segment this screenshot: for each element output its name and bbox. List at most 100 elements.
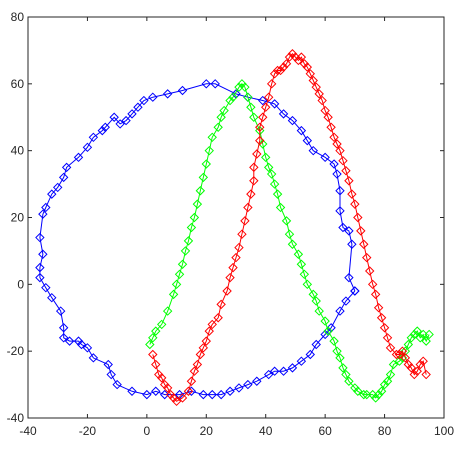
data-point [332, 139, 342, 149]
data-point [278, 366, 289, 376]
data-point [344, 226, 354, 236]
data-point [278, 109, 289, 119]
data-point [391, 349, 402, 360]
data-point [148, 92, 158, 102]
data-point [53, 182, 63, 193]
series-3 [148, 49, 431, 406]
data-point [320, 105, 330, 116]
data-point [162, 89, 173, 99]
data-point [228, 262, 238, 273]
data-point [308, 289, 318, 300]
data-point [344, 272, 354, 283]
data-point [403, 339, 414, 350]
data-point [296, 356, 307, 366]
axis-ticks [27, 16, 445, 419]
data-point [269, 99, 280, 109]
data-point [362, 252, 372, 263]
series-line [149, 83, 430, 399]
data-point [171, 279, 182, 290]
data-point [157, 319, 167, 330]
data-point [103, 359, 113, 370]
data-point [347, 189, 357, 199]
x-tick-label: 20 [200, 424, 214, 438]
data-point [296, 259, 307, 269]
data-point [302, 135, 313, 146]
data-point [192, 199, 203, 209]
y-tick-label: 80 [11, 10, 25, 24]
data-point [177, 85, 188, 96]
data-point [246, 102, 256, 112]
data-point [269, 366, 280, 376]
data-point [88, 353, 99, 363]
data-point [225, 272, 235, 283]
x-tick-label: 80 [378, 424, 392, 438]
data-point [367, 279, 378, 290]
data-point [293, 249, 304, 259]
data-point [204, 145, 214, 156]
data-point [421, 336, 431, 346]
data-point [341, 369, 351, 380]
data-point [379, 379, 390, 390]
data-point [320, 329, 330, 340]
data-point [216, 112, 226, 122]
data-point [192, 359, 203, 370]
data-point [412, 326, 422, 336]
data-point [174, 269, 185, 280]
data-point [320, 316, 330, 326]
data-point [195, 349, 206, 360]
data-point [388, 359, 399, 370]
data-point [201, 336, 211, 346]
data-point [341, 166, 351, 176]
data-point [61, 162, 72, 173]
data-point [168, 289, 179, 300]
data-point [261, 102, 271, 112]
y-tick-label: 40 [11, 144, 25, 158]
data-point [323, 112, 333, 122]
data-point [106, 369, 116, 380]
data-point [385, 343, 396, 353]
data-point [394, 356, 405, 366]
data-point [204, 326, 214, 336]
data-point [225, 386, 235, 396]
data-point [198, 343, 209, 353]
data-point [151, 326, 161, 336]
data-point [189, 212, 200, 223]
data-point [249, 162, 259, 173]
data-point [222, 286, 232, 296]
data-point [216, 389, 226, 400]
data-point [207, 389, 217, 400]
data-point [332, 346, 342, 356]
data-point [151, 359, 161, 370]
data-point [183, 386, 194, 396]
data-point [409, 329, 419, 340]
data-point [338, 363, 348, 373]
data-point [344, 176, 354, 186]
data-point [299, 269, 310, 280]
data-point [353, 212, 363, 223]
data-point [139, 95, 149, 106]
data-point [365, 266, 375, 276]
data-point [243, 379, 253, 390]
x-tick-label: -20 [79, 424, 97, 438]
data-point [55, 306, 66, 316]
data-point [58, 172, 69, 183]
data-point [359, 239, 369, 249]
data-point [121, 115, 131, 126]
data-point [261, 152, 271, 163]
data-point [201, 159, 211, 169]
data-point [311, 339, 321, 350]
data-point [317, 95, 327, 106]
data-point [287, 363, 298, 373]
data-point [335, 206, 345, 216]
data-point [258, 95, 268, 106]
series-line [152, 53, 427, 402]
data-point [198, 389, 209, 400]
data-point [58, 333, 69, 343]
data-point [35, 272, 45, 283]
data-point [344, 376, 354, 386]
x-tick-labels: -40 -20 0 20 40 60 80 100 [19, 424, 454, 438]
data-point [272, 65, 283, 76]
data-point [296, 52, 307, 62]
data-point [142, 389, 152, 400]
